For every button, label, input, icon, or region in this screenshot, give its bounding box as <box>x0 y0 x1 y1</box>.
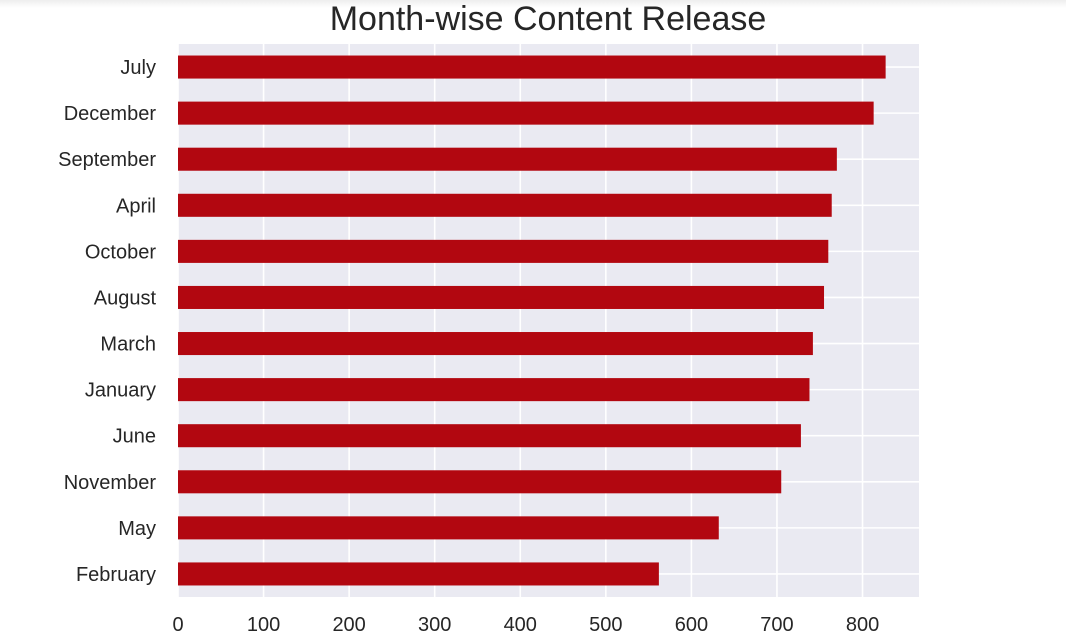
y-tick-label: August <box>94 287 157 309</box>
y-tick-label: April <box>116 195 156 217</box>
x-tick-label: 600 <box>675 614 708 636</box>
y-tick-label: October <box>85 241 156 263</box>
bars <box>178 55 886 586</box>
bar-march <box>178 332 813 356</box>
bar-november <box>178 470 782 494</box>
x-tick-label: 700 <box>760 614 793 636</box>
x-tick-label: 500 <box>589 614 622 636</box>
y-tick-labels: July December September April October August M… <box>58 57 156 586</box>
bar-february <box>178 562 659 586</box>
x-tick-label: 300 <box>418 614 451 636</box>
x-tick-label: 100 <box>247 614 280 636</box>
y-tick-label: January <box>85 380 156 402</box>
window-top-shadow <box>0 0 1066 8</box>
bar-may <box>178 516 719 540</box>
x-tick-labels: 0 100 200 300 400 500 600 700 800 <box>172 614 879 636</box>
y-tick-label: November <box>64 472 157 494</box>
y-tick-label: March <box>100 334 156 356</box>
y-tick-label: June <box>113 426 156 448</box>
x-tick-label: 800 <box>846 614 879 636</box>
x-tick-label: 400 <box>504 614 537 636</box>
y-tick-label: July <box>120 57 156 79</box>
bar-august <box>178 285 825 309</box>
y-tick-label: September <box>58 149 156 171</box>
bar-june <box>178 424 801 448</box>
bar-january <box>178 378 810 402</box>
y-tick-label: February <box>76 564 156 586</box>
bar-october <box>178 239 829 263</box>
y-tick-label: May <box>118 518 156 540</box>
bar-july <box>178 55 886 79</box>
chart-title: Month-wise Content Release <box>330 0 767 38</box>
bar-september <box>178 147 837 171</box>
x-tick-label: 0 <box>172 614 183 636</box>
bar-april <box>178 193 832 217</box>
y-tick-label: December <box>64 103 157 125</box>
x-tick-label: 200 <box>332 614 365 636</box>
bar-december <box>178 101 874 125</box>
plot-area <box>178 44 919 597</box>
